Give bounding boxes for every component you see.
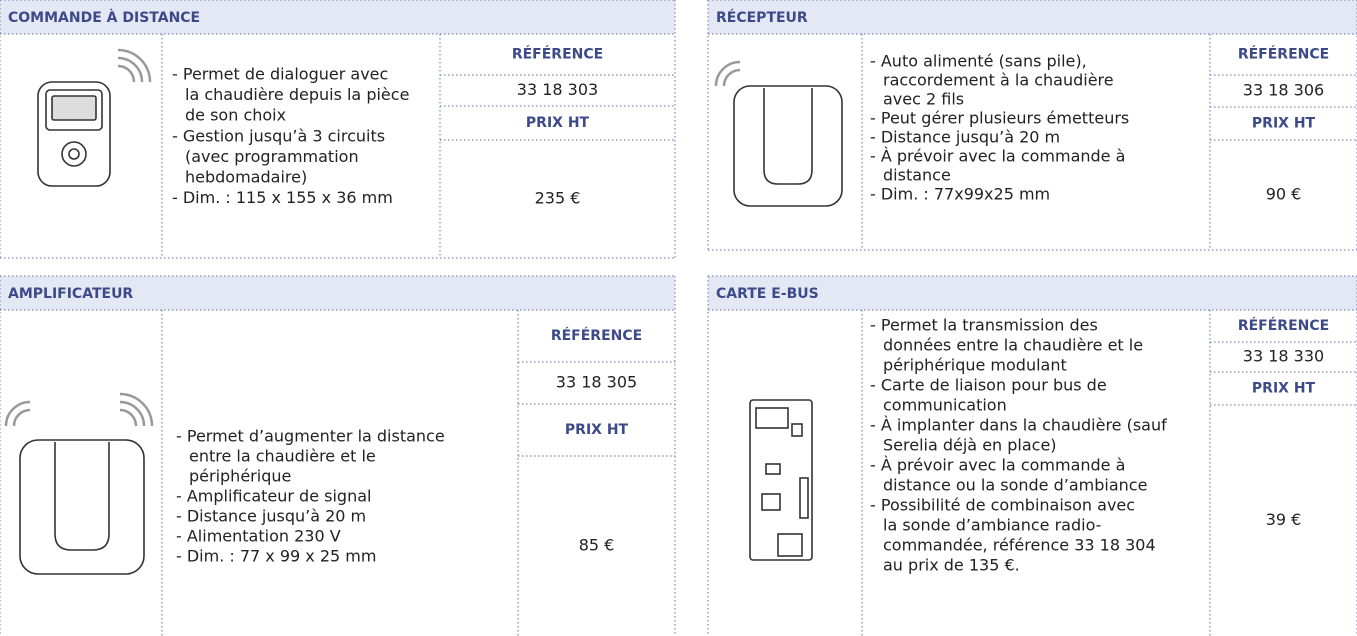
panel-header: [0, 0, 675, 34]
description-line: distance ou la sonde d’ambiance: [883, 476, 1147, 495]
description-line: - Distance jusqu’à 20 m: [870, 128, 1060, 147]
description-line: - Distance jusqu’à 20 m: [176, 507, 366, 526]
reference: 33 18 303: [517, 80, 598, 99]
panel-header: [0, 276, 675, 310]
panel-title: AMPLIFICATEUR: [8, 286, 133, 302]
description-line: distance: [883, 166, 951, 185]
description-line: communication: [883, 396, 1007, 415]
description-line: au prix de 135 €.: [883, 556, 1020, 575]
description-line: - Gestion jusqu’à 3 circuits: [172, 126, 385, 145]
icon-remote: [37, 48, 152, 187]
panel-header: [708, 0, 1357, 34]
price: 85 €: [579, 536, 615, 555]
reference: 33 18 305: [556, 373, 637, 392]
description-line: la chaudière depuis la pièce: [185, 85, 409, 104]
description-line: - Permet d’augmenter la distance: [176, 427, 445, 446]
description-line: (avec programmation: [185, 147, 359, 166]
description-line: raccordement à la chaudière: [883, 71, 1114, 90]
description-line: - À prévoir avec la commande à: [870, 147, 1125, 166]
reference-label: RÉFÉRENCE: [551, 327, 642, 344]
price-label: PRIX HT: [1252, 116, 1316, 132]
price: 235 €: [535, 189, 581, 208]
description-line: données entre la chaudière et le: [883, 336, 1143, 355]
price: 39 €: [1266, 510, 1302, 529]
panel-header: [708, 276, 1357, 310]
description-line: avec 2 fils: [883, 90, 964, 109]
description-line: commandée, référence 33 18 304: [883, 536, 1156, 555]
reference-label: RÉFÉRENCE: [1238, 46, 1329, 63]
description-line: - Auto alimenté (sans pile),: [870, 52, 1087, 71]
description-line: - Dim. : 115 x 155 x 36 mm: [172, 188, 393, 207]
description-line: - Permet la transmission des: [870, 316, 1098, 335]
reference: 33 18 306: [1243, 81, 1324, 100]
panel-title: CARTE E-BUS: [716, 286, 819, 302]
panel-title: COMMANDE À DISTANCE: [8, 9, 200, 26]
description-line: périphérique modulant: [883, 356, 1067, 375]
description-line: - Alimentation 230 V: [176, 527, 341, 546]
description-line: - Dim. : 77x99x25 mm: [870, 185, 1050, 204]
description-line: - Carte de liaison pour bus de: [870, 376, 1107, 395]
description-line: - À implanter dans la chaudière (sauf: [870, 416, 1167, 435]
description-line: la sonde d’ambiance radio-: [883, 516, 1101, 535]
price-label: PRIX HT: [1252, 381, 1316, 397]
description-line: Serelia déjà en place): [883, 436, 1057, 455]
icon-amplifier: [4, 392, 154, 575]
price-label: PRIX HT: [565, 422, 629, 438]
icon-receiver: [714, 60, 843, 207]
description-line: périphérique: [189, 467, 291, 486]
description-line: de son choix: [185, 106, 286, 125]
icon-ebus-card: [749, 399, 813, 561]
description-line: - Peut gérer plusieurs émetteurs: [870, 109, 1129, 128]
description-line: - Permet de dialoguer avec: [172, 65, 388, 84]
price: 90 €: [1266, 185, 1302, 204]
description-line: - À prévoir avec la commande à: [870, 456, 1125, 475]
price-label: PRIX HT: [526, 115, 590, 131]
reference: 33 18 330: [1243, 347, 1324, 366]
reference-label: RÉFÉRENCE: [512, 46, 603, 63]
description-line: - Dim. : 77 x 99 x 25 mm: [176, 547, 376, 566]
description-line: entre la chaudière et le: [189, 447, 376, 466]
panel-title: RÉCEPTEUR: [716, 9, 808, 26]
description-line: - Possibilité de combinaison avec: [870, 496, 1135, 515]
reference-label: RÉFÉRENCE: [1238, 317, 1329, 334]
description-line: hebdomadaire): [185, 168, 307, 187]
description-line: - Amplificateur de signal: [176, 487, 371, 506]
